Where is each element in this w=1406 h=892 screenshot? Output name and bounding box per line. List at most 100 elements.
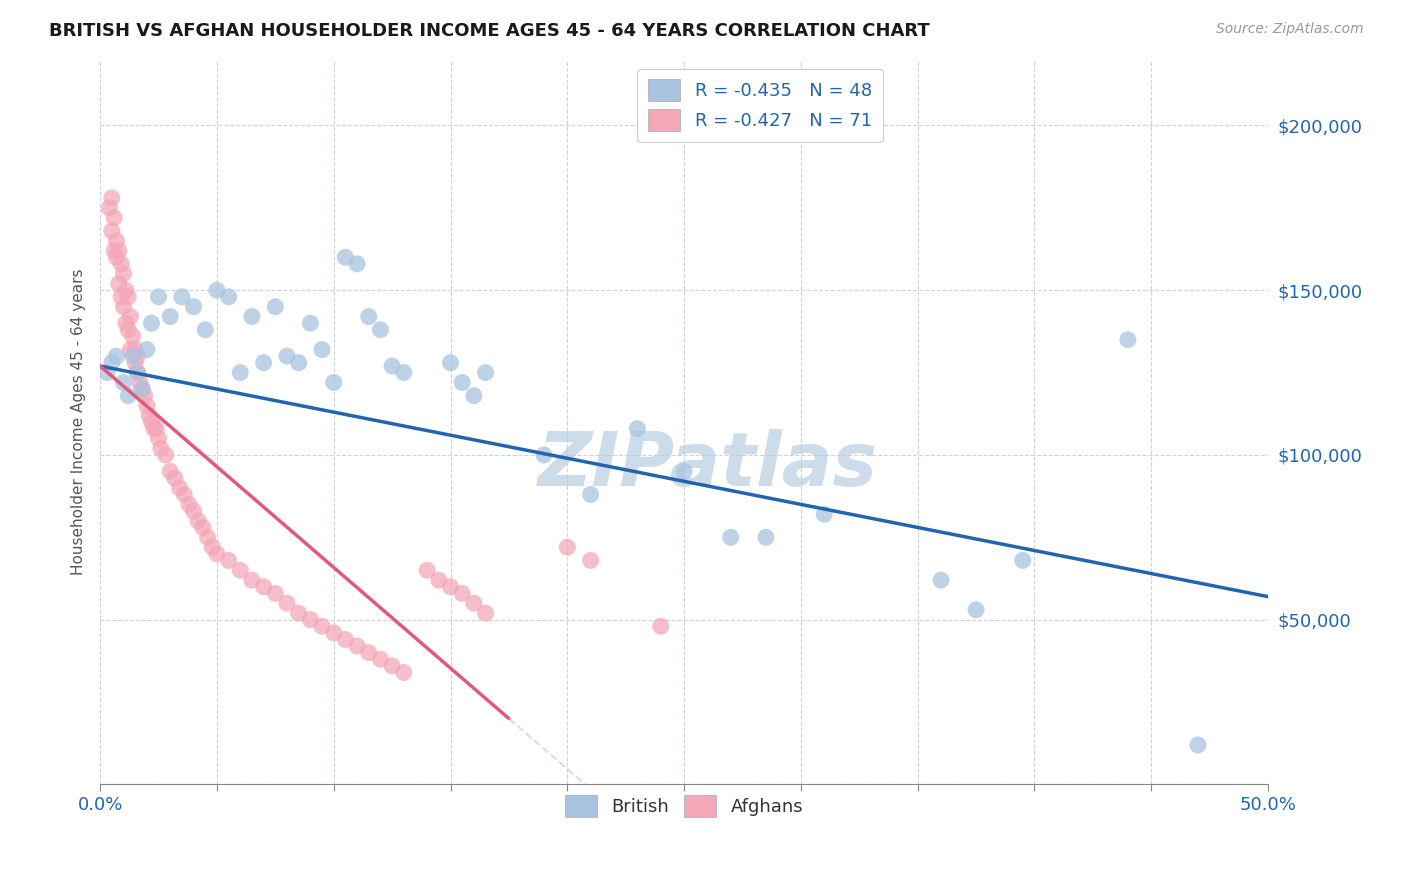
Point: [117, 290, 139, 304]
Point: [142, 421, 165, 435]
Point: [134, 389, 156, 403]
Point: [474, 606, 496, 620]
Point: [138, 409, 160, 423]
Point: [105, 234, 128, 248]
Point: [253, 580, 276, 594]
Point: [101, 224, 124, 238]
Point: [114, 283, 136, 297]
Point: [965, 603, 987, 617]
Point: [101, 191, 124, 205]
Point: [253, 356, 276, 370]
Point: [416, 563, 439, 577]
Point: [474, 366, 496, 380]
Point: [287, 356, 309, 370]
Point: [120, 343, 142, 357]
Point: [103, 244, 125, 258]
Point: [120, 310, 142, 324]
Point: [170, 290, 193, 304]
Point: [135, 399, 157, 413]
Point: [191, 520, 214, 534]
Point: [579, 487, 602, 501]
Point: [103, 211, 125, 225]
Point: [141, 316, 163, 330]
Point: [1116, 333, 1139, 347]
Point: [813, 508, 835, 522]
Point: [117, 389, 139, 403]
Point: [108, 244, 131, 258]
Point: [346, 257, 368, 271]
Point: [392, 366, 415, 380]
Point: [149, 442, 172, 456]
Point: [148, 290, 170, 304]
Point: [173, 487, 195, 501]
Point: [381, 359, 404, 373]
Point: [201, 540, 224, 554]
Point: [218, 290, 240, 304]
Point: [357, 646, 380, 660]
Point: [322, 625, 344, 640]
Point: [229, 366, 252, 380]
Point: [110, 257, 132, 271]
Point: [322, 376, 344, 390]
Point: [101, 356, 124, 370]
Point: [626, 421, 648, 435]
Point: [108, 277, 131, 291]
Point: [114, 316, 136, 330]
Point: [346, 639, 368, 653]
Text: BRITISH VS AFGHAN HOUSEHOLDER INCOME AGES 45 - 64 YEARS CORRELATION CHART: BRITISH VS AFGHAN HOUSEHOLDER INCOME AGE…: [49, 22, 929, 40]
Point: [124, 343, 146, 357]
Point: [299, 316, 322, 330]
Point: [451, 376, 474, 390]
Point: [755, 530, 778, 544]
Point: [121, 329, 143, 343]
Point: [311, 619, 333, 633]
Point: [169, 481, 191, 495]
Y-axis label: Householder Income Ages 45 - 64 years: Householder Income Ages 45 - 64 years: [72, 268, 86, 575]
Point: [370, 652, 392, 666]
Point: [145, 421, 167, 435]
Point: [381, 658, 404, 673]
Point: [98, 201, 121, 215]
Point: [533, 448, 555, 462]
Point: [183, 504, 205, 518]
Point: [112, 300, 135, 314]
Point: [335, 250, 357, 264]
Point: [439, 580, 461, 594]
Point: [127, 349, 149, 363]
Text: Source: ZipAtlas.com: Source: ZipAtlas.com: [1216, 22, 1364, 37]
Point: [427, 573, 450, 587]
Point: [141, 415, 163, 429]
Point: [299, 613, 322, 627]
Point: [463, 389, 485, 403]
Point: [177, 497, 200, 511]
Point: [579, 553, 602, 567]
Point: [127, 366, 149, 380]
Point: [240, 573, 263, 587]
Point: [148, 432, 170, 446]
Point: [451, 586, 474, 600]
Point: [159, 465, 181, 479]
Point: [370, 323, 392, 337]
Point: [335, 632, 357, 647]
Point: [112, 267, 135, 281]
Point: [117, 323, 139, 337]
Point: [650, 619, 672, 633]
Point: [311, 343, 333, 357]
Point: [218, 553, 240, 567]
Point: [929, 573, 952, 587]
Point: [124, 356, 146, 370]
Point: [240, 310, 263, 324]
Text: ZIPatlas: ZIPatlas: [537, 429, 877, 502]
Point: [287, 606, 309, 620]
Point: [183, 300, 205, 314]
Point: [131, 382, 153, 396]
Point: [135, 343, 157, 357]
Point: [131, 382, 153, 396]
Point: [105, 250, 128, 264]
Legend: British, Afghans: British, Afghans: [555, 786, 813, 826]
Point: [463, 596, 485, 610]
Point: [121, 349, 143, 363]
Point: [127, 366, 149, 380]
Point: [229, 563, 252, 577]
Point: [392, 665, 415, 680]
